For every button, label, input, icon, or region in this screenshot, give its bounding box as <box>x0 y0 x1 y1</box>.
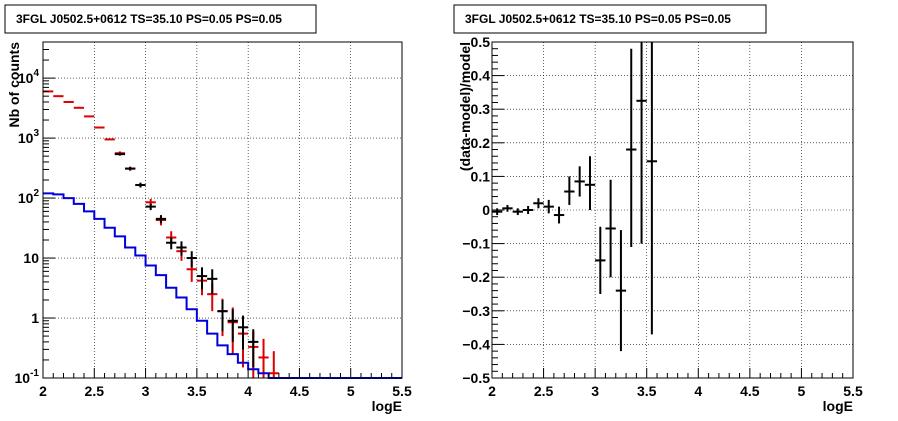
x-tick-label: 5 <box>798 383 806 399</box>
left-pad: 3FGL J0502.5+0612 TS=35.10 PS=0.05 PS=0.… <box>4 4 412 414</box>
right-title-box <box>453 4 767 34</box>
source-model-histogram <box>43 192 402 379</box>
x-tick-label: 3.5 <box>637 383 657 399</box>
y-tick-label: −0.1 <box>462 236 490 252</box>
right-pad: 3FGL J0502.5+0612 TS=35.10 PS=0.05 PS=0.… <box>453 4 863 414</box>
x-tick-label: 2 <box>488 383 496 399</box>
x-tick-label: 5.5 <box>843 383 863 399</box>
y-tick-label: −0.5 <box>462 370 490 386</box>
y-tick-label: 104 <box>18 68 40 86</box>
left-grid <box>43 42 402 378</box>
x-tick-label: 4.5 <box>740 383 760 399</box>
y-tick-label: 10-1 <box>15 368 40 386</box>
y-tick-label: 0.1 <box>471 168 491 184</box>
y-tick-label: 1 <box>31 310 39 326</box>
y-tick-label: 0 <box>482 202 490 218</box>
x-tick-label: 4 <box>694 383 702 399</box>
y-tick-label: 103 <box>18 128 40 146</box>
right-x-axis-title: logE <box>823 398 853 414</box>
right-ticks: 2 2.5 3 3.5 4 4.5 5 5.5 −0.5 −0.4 −0.3 −0.2 −0.1 0 0.1… <box>462 34 863 399</box>
left-series <box>43 90 402 379</box>
y-tick-label: 102 <box>18 188 40 206</box>
y-tick-label: 10 <box>23 250 39 266</box>
x-tick-label: 3 <box>591 383 599 399</box>
x-tick-label: 2.5 <box>534 383 554 399</box>
x-tick-label: 3 <box>142 383 150 399</box>
x-tick-label: 3.5 <box>187 383 207 399</box>
left-plot-frame <box>42 41 403 379</box>
x-tick-label: 5 <box>347 383 355 399</box>
right-series <box>492 42 658 352</box>
left-y-axis-title: Nb of counts <box>6 42 22 128</box>
x-tick-label: 5.5 <box>392 383 412 399</box>
x-tick-label: 4 <box>244 383 252 399</box>
right-grid <box>492 42 853 378</box>
y-tick-label: 0.4 <box>471 68 491 84</box>
left-x-axis-title: logE <box>372 398 402 414</box>
x-tick-label: 2 <box>39 383 47 399</box>
y-tick-label: 0.5 <box>471 34 491 50</box>
y-tick-label: −0.4 <box>462 336 490 352</box>
left-ticks: 2 2.5 3 3.5 4 4.5 5 5.5 10-1 1 10 102 103 104 <box>15 41 412 399</box>
y-tick-label: −0.2 <box>462 269 490 285</box>
y-tick-label: 0.2 <box>471 135 491 151</box>
right-title: 3FGL J0502.5+0612 TS=35.10 PS=0.05 PS=0.… <box>465 12 731 26</box>
x-tick-label: 2.5 <box>85 383 105 399</box>
y-tick-label: −0.3 <box>462 303 490 319</box>
right-y-axis-title: (data-model)/model <box>457 42 473 171</box>
left-title: 3FGL J0502.5+0612 TS=35.10 PS=0.05 PS=0.… <box>16 12 282 26</box>
x-tick-label: 4.5 <box>290 383 310 399</box>
y-tick-label: 0.3 <box>471 101 491 117</box>
left-title-box <box>4 4 317 34</box>
